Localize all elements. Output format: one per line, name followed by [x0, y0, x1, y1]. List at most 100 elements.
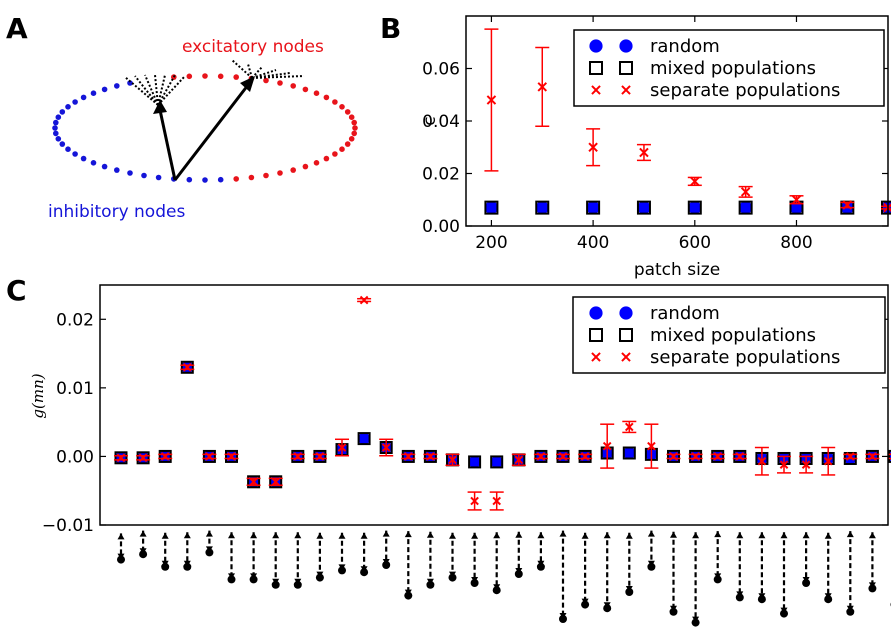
- panel-b-legend: random mixed populations separate popula…: [573, 29, 885, 107]
- data-point: [468, 455, 481, 468]
- data-point: [247, 475, 261, 489]
- legend-marker: [589, 306, 603, 320]
- excitatory-node: [344, 109, 351, 115]
- data-point: [470, 496, 479, 506]
- excitatory-nodes-label: excitatory nodes: [182, 37, 324, 57]
- y-tick-label: 0.02: [422, 165, 460, 185]
- network-diagram: excitatory nodes inhibitory nodes: [48, 37, 358, 222]
- data-point: [535, 201, 549, 215]
- connection-lines: [124, 59, 305, 106]
- arrow-line: [158, 109, 177, 181]
- motif-diagram: [161, 532, 170, 571]
- data-point: [845, 452, 855, 461]
- motif-diagrams: [117, 530, 891, 627]
- legend-random-label: random: [650, 36, 720, 57]
- data-point: [738, 200, 753, 215]
- motif-diagram: [559, 530, 567, 623]
- motif-diagram: [713, 531, 722, 584]
- motif-diagram: [735, 532, 744, 602]
- inhibitory-nodes-label: inhibitory nodes: [48, 202, 185, 222]
- legend-marker: [619, 328, 633, 342]
- arrow-head: [153, 100, 167, 114]
- data-point: [624, 422, 634, 432]
- legend-marker: [591, 85, 601, 95]
- excitatory-node: [217, 73, 224, 80]
- motif-diagram: [647, 530, 656, 571]
- motif-diagram: [536, 532, 545, 571]
- legend-separate-label: separate populations: [650, 347, 840, 368]
- x-tick-label: 800: [780, 233, 812, 253]
- inhibitory-node: [141, 172, 147, 179]
- data-point: [687, 200, 702, 215]
- inhibitory-node: [114, 83, 120, 89]
- data-point: [578, 449, 592, 463]
- data-point: [490, 455, 504, 469]
- x-tick-label: 600: [679, 233, 711, 253]
- data-point: [868, 452, 877, 461]
- y-tick-label: 0.04: [422, 112, 460, 132]
- motif-diagram: [139, 530, 148, 559]
- data-point: [423, 449, 437, 463]
- excitatory-node: [339, 104, 345, 110]
- panel-c-marks: [114, 295, 891, 511]
- panel-c-ylabel: g(mn): [29, 373, 47, 418]
- motif-diagram: [271, 532, 280, 589]
- excitatory-node: [186, 73, 193, 80]
- excitatory-node: [348, 136, 355, 142]
- inhibitory-node: [52, 125, 58, 131]
- motif-diagram: [183, 532, 192, 571]
- data-point: [359, 295, 369, 305]
- motif-diagram: [470, 532, 479, 587]
- data-point: [514, 455, 524, 465]
- panel-b-marks: [484, 28, 891, 215]
- data-point: [637, 201, 651, 215]
- data-point: [534, 449, 548, 463]
- data-point: [426, 452, 435, 461]
- excitatory-node: [332, 99, 338, 105]
- panel-c-chart: −0.01 0.00 0.01 0.02 g(mn) random mixed pop…: [29, 284, 891, 627]
- legend-separate-label: separate populations: [650, 80, 840, 101]
- connection-line: [144, 74, 159, 106]
- excitatory-node: [233, 74, 239, 80]
- data-point: [313, 449, 327, 463]
- data-point: [358, 432, 371, 445]
- legend-mixed-label: mixed populations: [650, 325, 816, 346]
- panel-c-legend: random mixed populations separate popula…: [572, 296, 886, 374]
- motif-diagram: [426, 531, 435, 589]
- inhibitory-node: [72, 151, 78, 157]
- excitatory-node: [248, 174, 255, 181]
- motif-diagram: [404, 531, 413, 600]
- motif-diagram: [669, 531, 678, 616]
- data-point: [586, 201, 600, 215]
- y-tick-label: −0.01: [42, 516, 94, 536]
- y-tick-label: 0.00: [422, 217, 460, 237]
- inhibitory-node: [72, 99, 78, 105]
- legend-marker: [619, 61, 633, 75]
- excitatory-node: [263, 77, 269, 84]
- excitatory-node: [339, 146, 345, 152]
- data-point: [558, 452, 568, 461]
- excitatory-node: [352, 125, 358, 131]
- motif-diagram: [802, 532, 811, 587]
- data-point: [271, 477, 281, 487]
- motif-diagram: [338, 532, 346, 575]
- panel-b-label: B: [380, 12, 401, 45]
- data-point: [779, 460, 789, 469]
- inhibitory-node: [101, 86, 108, 93]
- excitatory-node: [313, 160, 320, 166]
- data-point: [801, 460, 811, 469]
- data-point: [622, 446, 636, 460]
- data-point: [689, 449, 703, 463]
- data-point: [138, 453, 148, 463]
- data-point: [116, 453, 126, 463]
- data-point: [823, 456, 833, 466]
- excitatory-node: [290, 83, 297, 89]
- data-point: [586, 200, 601, 215]
- inhibitory-node: [155, 174, 162, 181]
- data-point: [688, 201, 702, 215]
- panel-c-label: C: [6, 274, 27, 307]
- inhibitory-node: [90, 90, 97, 96]
- data-point: [623, 446, 636, 460]
- motif-diagram: [249, 532, 258, 584]
